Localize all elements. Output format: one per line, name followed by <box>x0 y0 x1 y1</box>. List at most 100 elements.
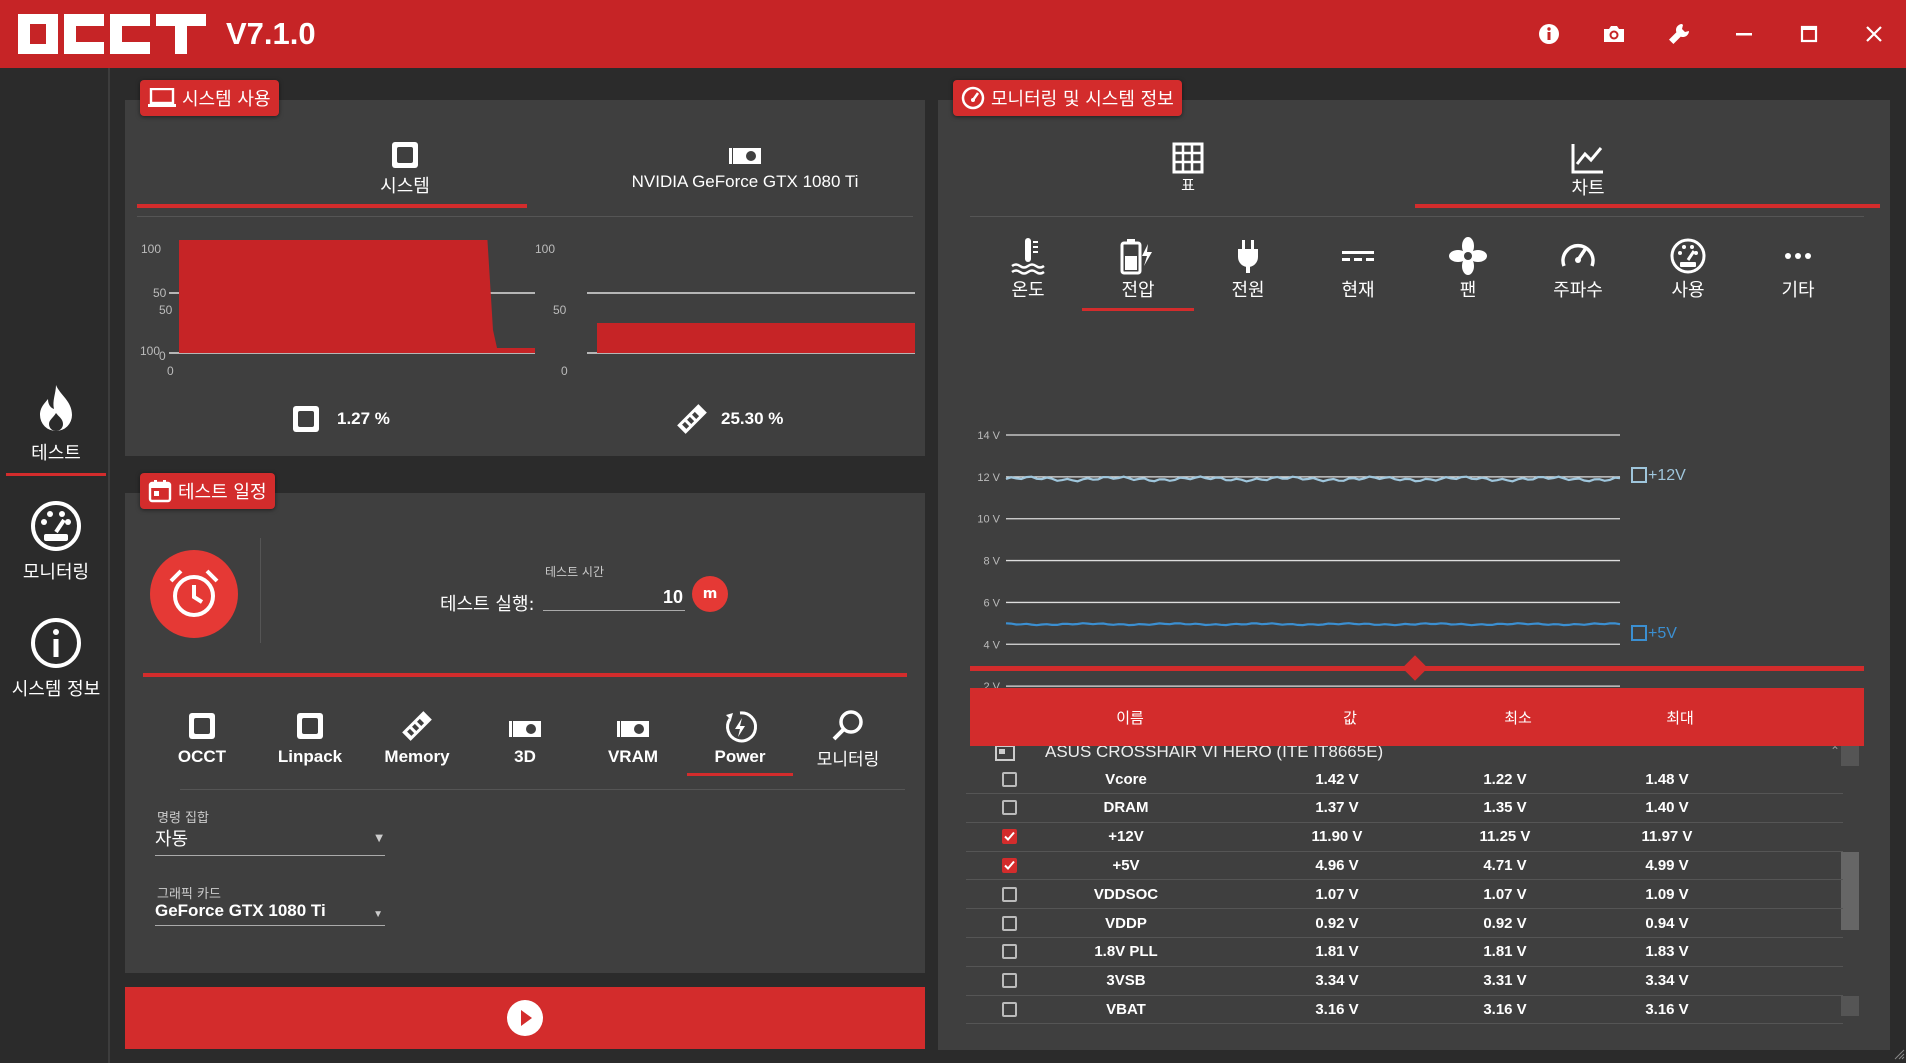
test-time-label: 테스트 시간 <box>545 565 605 579</box>
series-line-1 <box>1005 622 1621 627</box>
group-row[interactable]: ASUS CROSSHAIR VI HERO (ITE IT8665E) ⌃ <box>970 746 1864 766</box>
sensor-tab-power[interactable]: 전원 <box>1198 236 1298 302</box>
row-checkbox[interactable] <box>1002 944 1017 960</box>
gpu-icon <box>729 148 761 164</box>
sensor-tab-voltage[interactable]: 전압 <box>1082 236 1194 311</box>
cpu-icon <box>189 713 215 739</box>
test-type-linpack[interactable]: Linpack <box>260 711 360 767</box>
tab-label: 표 <box>1181 176 1195 194</box>
column-header-value[interactable]: 값 <box>1343 709 1357 727</box>
y-tick-label: 12 V <box>977 472 1000 484</box>
occt-logo <box>18 14 206 54</box>
scroll-down-button[interactable] <box>1841 996 1859 1016</box>
instruction-set-select[interactable]: 자동 ▼ <box>155 825 385 856</box>
sidebar-item-label: 모니터링 <box>22 562 90 583</box>
app-version: V7.1.0 <box>226 16 316 51</box>
start-test-button[interactable] <box>125 987 925 1049</box>
sensor-tab-usage[interactable]: 사용 <box>1638 236 1738 302</box>
tab-system[interactable]: 시스템 <box>285 140 525 198</box>
table-row[interactable]: VDDP 0.92 V 0.92 V 0.94 V <box>966 909 1843 938</box>
test-type-3d[interactable]: 3D <box>475 719 575 767</box>
test-type-label: 모니터링 <box>816 750 880 770</box>
row-checkbox[interactable] <box>1002 1001 1017 1017</box>
row-checkbox[interactable] <box>1002 857 1017 873</box>
scroll-up-button[interactable] <box>1841 746 1859 766</box>
wrench-icon[interactable] <box>1646 0 1711 68</box>
test-type-vram[interactable]: VRAM <box>583 719 683 767</box>
sensor-chip-icon <box>1631 625 1647 641</box>
tab-label: NVIDIA GeForce GTX 1080 Ti <box>631 172 859 191</box>
cell-max: 4.99 V <box>1645 856 1689 874</box>
tab-chart[interactable]: 차트 <box>1528 142 1648 200</box>
sensor-tab-temperature[interactable]: 온도 <box>978 236 1078 302</box>
cell-value: 3.16 V <box>1315 1000 1359 1018</box>
test-type-monitoring[interactable]: 모니터링 <box>798 709 898 770</box>
tab-label: 차트 <box>1571 178 1605 199</box>
row-checkbox[interactable] <box>1002 829 1017 845</box>
cell-max: 0.94 V <box>1645 914 1689 932</box>
tab-gpu[interactable]: NVIDIA GeForce GTX 1080 Ti <box>595 146 895 192</box>
series-line-0 <box>1005 475 1621 483</box>
test-type-label: Power <box>714 747 766 766</box>
table-row[interactable]: 1.8V PLL 1.81 V 1.81 V 1.83 V <box>966 938 1843 967</box>
cell-min: 4.71 V <box>1483 856 1527 874</box>
table-row[interactable]: VDDSOC 1.07 V 1.07 V 1.09 V <box>966 880 1843 910</box>
table-row[interactable]: +5V 4.96 V 4.71 V 4.99 V <box>966 851 1843 881</box>
info-icon[interactable] <box>1516 0 1581 68</box>
table-row[interactable]: DRAM 1.37 V 1.35 V 1.40 V <box>966 794 1843 823</box>
row-checkbox[interactable] <box>1002 973 1017 989</box>
sidebar-item-monitoring[interactable]: 모니터링 <box>6 500 106 584</box>
sensor-tab-frequency[interactable]: 주파수 <box>1528 236 1628 302</box>
cell-value: 1.42 V <box>1315 770 1359 788</box>
sidebar-item-system-info[interactable]: 시스템 정보 <box>6 617 106 701</box>
sensor-tab-current[interactable]: 현재 <box>1308 236 1408 302</box>
row-checkbox[interactable] <box>1002 771 1017 787</box>
maximize-icon[interactable] <box>1776 0 1841 68</box>
y-tick-label: 14 V <box>977 430 1000 442</box>
row-checkbox[interactable] <box>1002 915 1017 931</box>
row-checkbox[interactable] <box>1002 800 1017 816</box>
table-row[interactable]: +12V 11.90 V 11.25 V 11.97 V <box>966 823 1843 852</box>
group-name: ASUS CROSSHAIR VI HERO (ITE IT8665E) <box>1045 746 1384 761</box>
dc-current-icon <box>1342 251 1374 261</box>
sensor-tab-other[interactable]: 기타 <box>1748 236 1848 302</box>
table-row[interactable]: Vcore 1.42 V 1.22 V 1.48 V <box>966 765 1843 794</box>
cell-min: 3.31 V <box>1483 972 1527 990</box>
scrollbar-thumb[interactable] <box>1841 852 1859 930</box>
table-row[interactable]: 3VSB 3.34 V 3.31 V 3.34 V <box>966 967 1843 996</box>
active-indicator <box>1082 308 1194 311</box>
row-checkbox[interactable] <box>1002 886 1017 902</box>
line-chart-icon <box>1571 144 1603 174</box>
cpu-icon <box>297 713 323 739</box>
column-header-min[interactable]: 최소 <box>1504 709 1532 727</box>
graphics-card-select[interactable]: GeForce GTX 1080 Ti ▼ <box>155 901 385 926</box>
test-type-power[interactable]: Power <box>687 709 793 776</box>
series-label: +12V <box>1648 467 1686 484</box>
panel-title: 모니터링 및 시스템 정보 <box>991 89 1174 110</box>
tab-table[interactable]: 표 <box>1128 142 1248 195</box>
sidebar-item-test[interactable]: 테스트 <box>6 383 106 476</box>
test-type-occt[interactable]: OCCT <box>152 711 252 767</box>
cell-min: 0.92 V <box>1483 914 1527 932</box>
cell-min: 1.22 V <box>1483 770 1527 788</box>
y-tick-label: 8 V <box>983 556 1000 568</box>
test-time-input[interactable]: 10 <box>543 583 685 611</box>
cell-min: 1.35 V <box>1483 799 1527 817</box>
column-header-max[interactable]: 최대 <box>1666 709 1694 727</box>
sensor-tab-fan[interactable]: 팬 <box>1418 236 1518 302</box>
resize-grip-icon[interactable] <box>1893 1048 1905 1060</box>
close-icon[interactable] <box>1841 0 1906 68</box>
table-header: 이름 값 최소 최대 <box>970 688 1864 746</box>
speedometer-icon <box>961 86 985 110</box>
cell-name: Vcore <box>1105 770 1147 788</box>
test-type-memory[interactable]: Memory <box>367 709 467 767</box>
memory-icon <box>677 404 707 434</box>
minimize-icon[interactable] <box>1711 0 1776 68</box>
time-unit-button[interactable]: m <box>692 576 728 612</box>
chevron-up-icon[interactable]: ⌃ <box>1830 746 1841 758</box>
camera-icon[interactable] <box>1581 0 1646 68</box>
table-row[interactable]: VBAT 3.16 V 3.16 V 3.16 V <box>966 995 1843 1025</box>
column-header-name[interactable]: 이름 <box>1116 709 1144 727</box>
gpu-usage-area <box>597 323 915 353</box>
system-usage-panel: 시스템 NVIDIA GeForce GTX 1080 Ti 100 0 50 … <box>125 100 925 456</box>
